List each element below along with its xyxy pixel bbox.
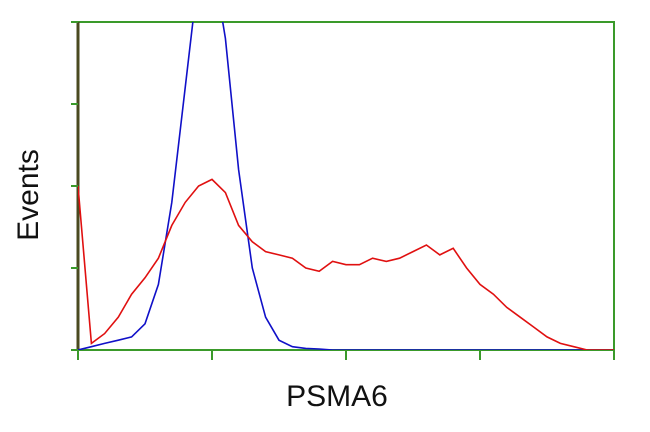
series-line — [78, 22, 614, 350]
x-axis-label: PSMA6 — [286, 380, 388, 413]
plot-frame — [77, 21, 615, 351]
series-line — [78, 178, 614, 350]
y-axis-label: Events — [12, 149, 45, 241]
